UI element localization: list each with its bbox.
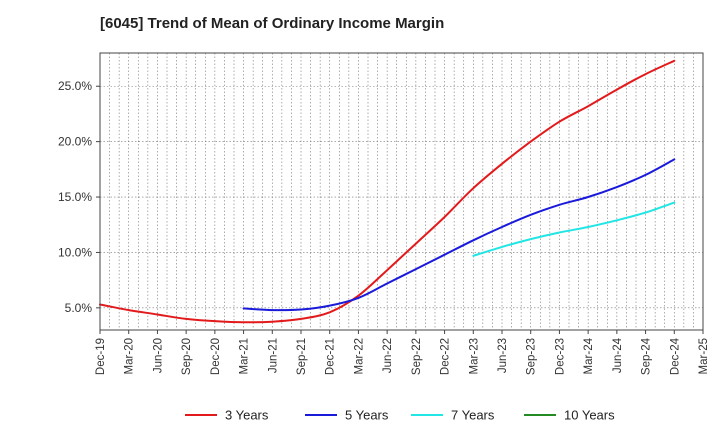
x-tick-label: Dec-22: [440, 338, 452, 375]
x-tick-label: Mar-25: [698, 338, 710, 374]
series-line-3-years: [99, 59, 676, 324]
x-tick-label: Jun-20: [152, 338, 164, 373]
x-tick-label: Jun-24: [612, 337, 624, 373]
x-tick-label: Jun-21: [267, 338, 279, 373]
x-tick-label: Sep-21: [296, 338, 308, 375]
axis-layer: Dec-19 Mar-20 Jun-20 Sep-20 Dec-20 Mar-21 Jun-…: [58, 79, 710, 375]
x-tick-label: Dec-23: [554, 338, 566, 375]
y-tick-label: 5.0%: [65, 301, 93, 315]
x-tick-label: Jun-22: [382, 338, 394, 373]
x-tick-label: Dec-24: [669, 337, 681, 375]
x-tick-label: Sep-22: [411, 338, 423, 375]
y-tick-label: 15.0%: [58, 190, 92, 204]
y-tick-label: 20.0%: [58, 135, 92, 149]
x-tick-label: Dec-20: [210, 338, 222, 375]
series-line-5-years: [242, 158, 676, 312]
legend-label-7-years: 7 Years: [451, 408, 495, 423]
x-tick-label: Mar-23: [468, 338, 480, 374]
chart-title: [6045] Trend of Mean of Ordinary Income …: [100, 15, 445, 32]
legend-label-10-years: 10 Years: [564, 408, 615, 423]
legend-layer: 3 Years 5 Years 7 Years 10 Years: [185, 408, 615, 423]
x-tick-label: Mar-22: [353, 338, 365, 374]
series-line-7-years: [472, 201, 676, 257]
series-layer: [99, 59, 676, 324]
grid-layer: [100, 53, 703, 330]
y-tick-label: 25.0%: [58, 79, 92, 93]
x-tick-label: Dec-19: [95, 338, 107, 375]
legend-label-5-years: 5 Years: [345, 408, 389, 423]
x-tick-label: Sep-20: [181, 338, 193, 375]
legend-label-3-years: 3 Years: [225, 408, 269, 423]
plot-frame: [99, 52, 704, 331]
x-tick-label: Jun-23: [497, 338, 509, 373]
x-tick-label: Sep-24: [641, 337, 653, 375]
x-tick-label: Sep-23: [526, 338, 538, 375]
x-tick-label: Mar-24: [583, 337, 595, 374]
x-tick-label: Dec-21: [325, 338, 337, 375]
y-tick-label: 10.0%: [58, 245, 92, 259]
x-tick-label: Mar-20: [124, 338, 136, 374]
x-tick-label: Mar-21: [239, 338, 251, 374]
plot-background: [100, 53, 703, 330]
